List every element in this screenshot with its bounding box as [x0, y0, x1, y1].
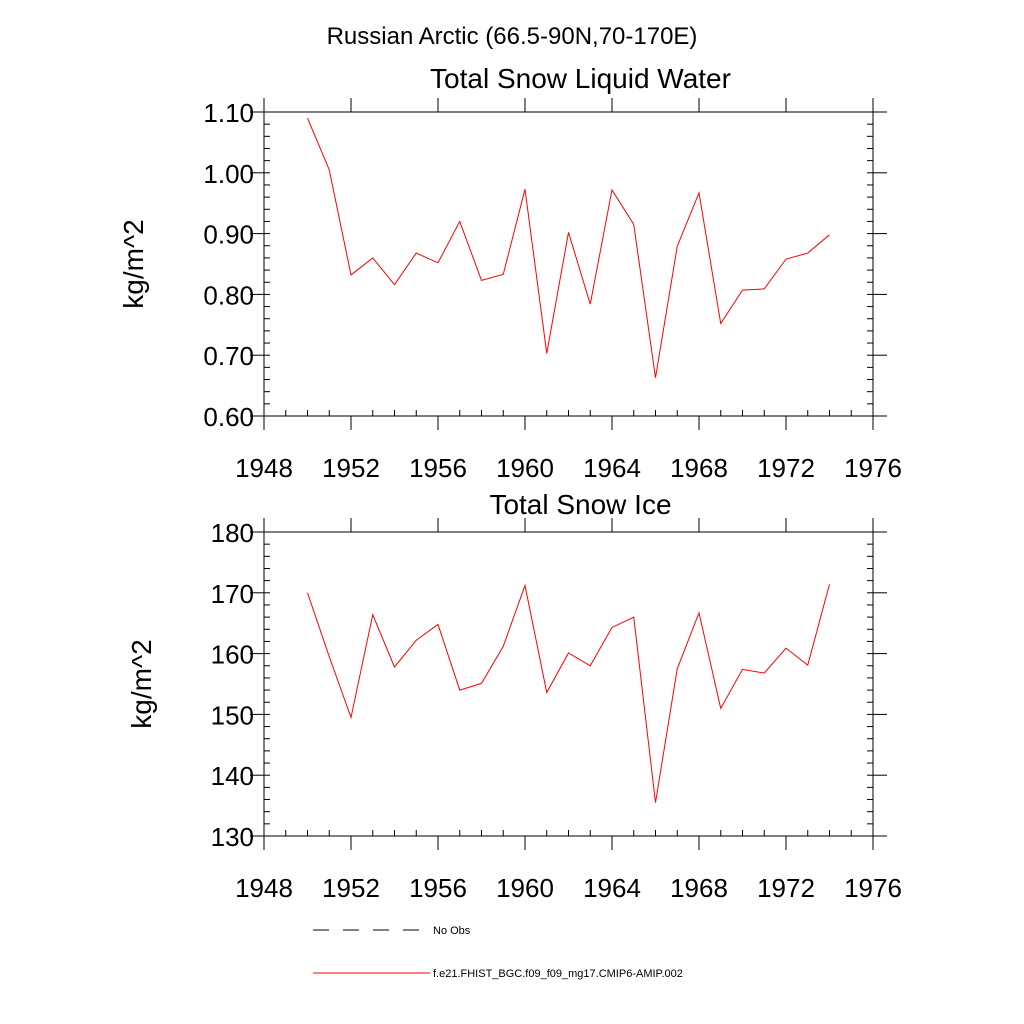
y-tick-label: 1.10: [203, 98, 254, 128]
figure-title: Russian Arctic (66.5-90N,70-170E): [327, 23, 698, 50]
y-axis-label: kg/m^2: [126, 639, 157, 728]
chart-panel-snow-liquid-water: Total Snow Liquid Water 1948 1952 1956 1960 1…: [118, 63, 902, 483]
x-tick-label: 1968: [670, 873, 728, 903]
x-tick-label: 1956: [409, 873, 467, 903]
x-tick-label: 1956: [409, 453, 467, 483]
x-tick-label: 1960: [496, 873, 554, 903]
y-tick-label: 0.60: [203, 402, 254, 432]
x-tick-label: 1972: [757, 453, 815, 483]
y-tick-label: 130: [211, 822, 254, 852]
y-tick-label: 150: [211, 700, 254, 730]
y-tick-label: 0.80: [203, 280, 254, 310]
series-line: [307, 583, 830, 803]
legend: No Obs f.e21.FHIST_BGC.f09_f09_mg17.CMIP…: [313, 925, 683, 980]
x-tick-label: 1964: [583, 453, 641, 483]
plot-frame: [263, 531, 874, 837]
legend-label-no-obs: No Obs: [433, 925, 471, 937]
x-tick-label: 1948: [235, 453, 293, 483]
y-tick-label: 180: [211, 518, 254, 548]
chart-title: Total Snow Ice: [489, 489, 671, 520]
y-tick-label: 0.70: [203, 341, 254, 371]
y-tick-label: 160: [211, 640, 254, 670]
y-tick-label: 0.90: [203, 220, 254, 250]
y-tick-label: 170: [211, 579, 254, 609]
chart-title: Total Snow Liquid Water: [430, 63, 731, 94]
x-tick-label: 1972: [757, 873, 815, 903]
legend-label-model: f.e21.FHIST_BGC.f09_f09_mg17.CMIP6-AMIP.…: [433, 968, 683, 980]
y-tick-label: 1.00: [203, 159, 254, 189]
x-tick-label: 1976: [844, 873, 902, 903]
series-line: [307, 117, 830, 378]
x-tick-label: 1960: [496, 453, 554, 483]
y-axis-label: kg/m^2: [118, 219, 149, 308]
plot-frame: [263, 111, 874, 417]
x-tick-label: 1952: [322, 873, 380, 903]
x-tick-label: 1952: [322, 453, 380, 483]
x-tick-label: 1968: [670, 453, 728, 483]
y-tick-label: 140: [211, 761, 254, 791]
x-tick-label: 1976: [844, 453, 902, 483]
x-tick-label: 1964: [583, 873, 641, 903]
chart-panel-snow-ice: Total Snow Ice 1948 1952 1956 1960 1964 1968 19…: [126, 489, 902, 903]
x-tick-label: 1948: [235, 873, 293, 903]
